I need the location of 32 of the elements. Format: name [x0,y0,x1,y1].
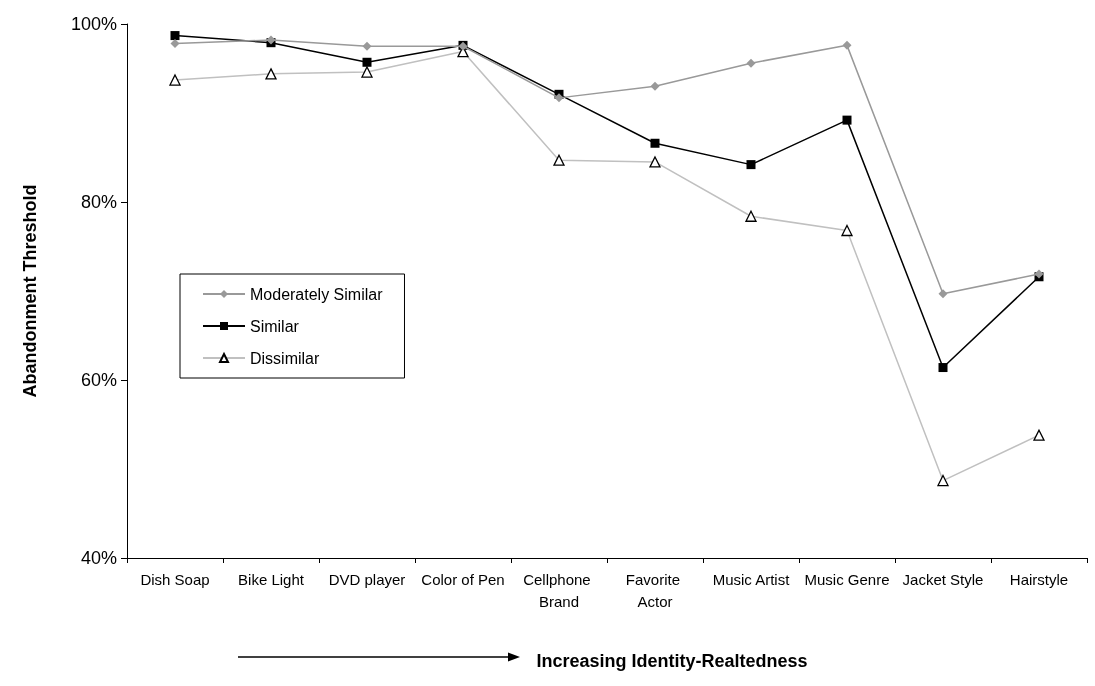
point [938,363,948,373]
point [746,58,756,68]
x-tick-label: Hairstyle [1009,570,1069,588]
x-axis-title: Increasing Identity-Realtedness [536,651,808,671]
legend-label: Moderately Similar [250,285,384,303]
point [746,160,756,170]
point [554,93,564,103]
point [170,39,180,49]
point [842,40,852,50]
legend-label: Similar [250,317,300,335]
y-tick-label: 60% [80,370,117,390]
y-axis-title: Abandonment Threshold [20,184,40,398]
x-tick-label: Favorite Actor [625,570,685,610]
y-tick-label: 40% [80,548,117,568]
point [938,289,948,299]
x-tick-label: Music Artist [712,570,791,588]
x-tick-label: Dish Soap [140,570,210,588]
point [362,57,372,67]
x-tick-label: Jacket Style [902,570,984,588]
legend-label: Dissimilar [250,349,320,367]
point [170,31,180,41]
x-tick-label: Cellphone Brand [523,570,595,610]
y-tick-label: 80% [80,192,117,212]
point [362,41,372,51]
y-tick-label: 100% [70,14,117,34]
x-tick-label: DVD player [328,570,406,588]
point [842,115,852,125]
x-tick-label: Music Genre [804,570,890,588]
point [650,138,660,148]
x-tick-label: Bike Light [238,570,305,588]
point [650,81,660,91]
x-tick-label: Color of Pen [421,570,505,588]
